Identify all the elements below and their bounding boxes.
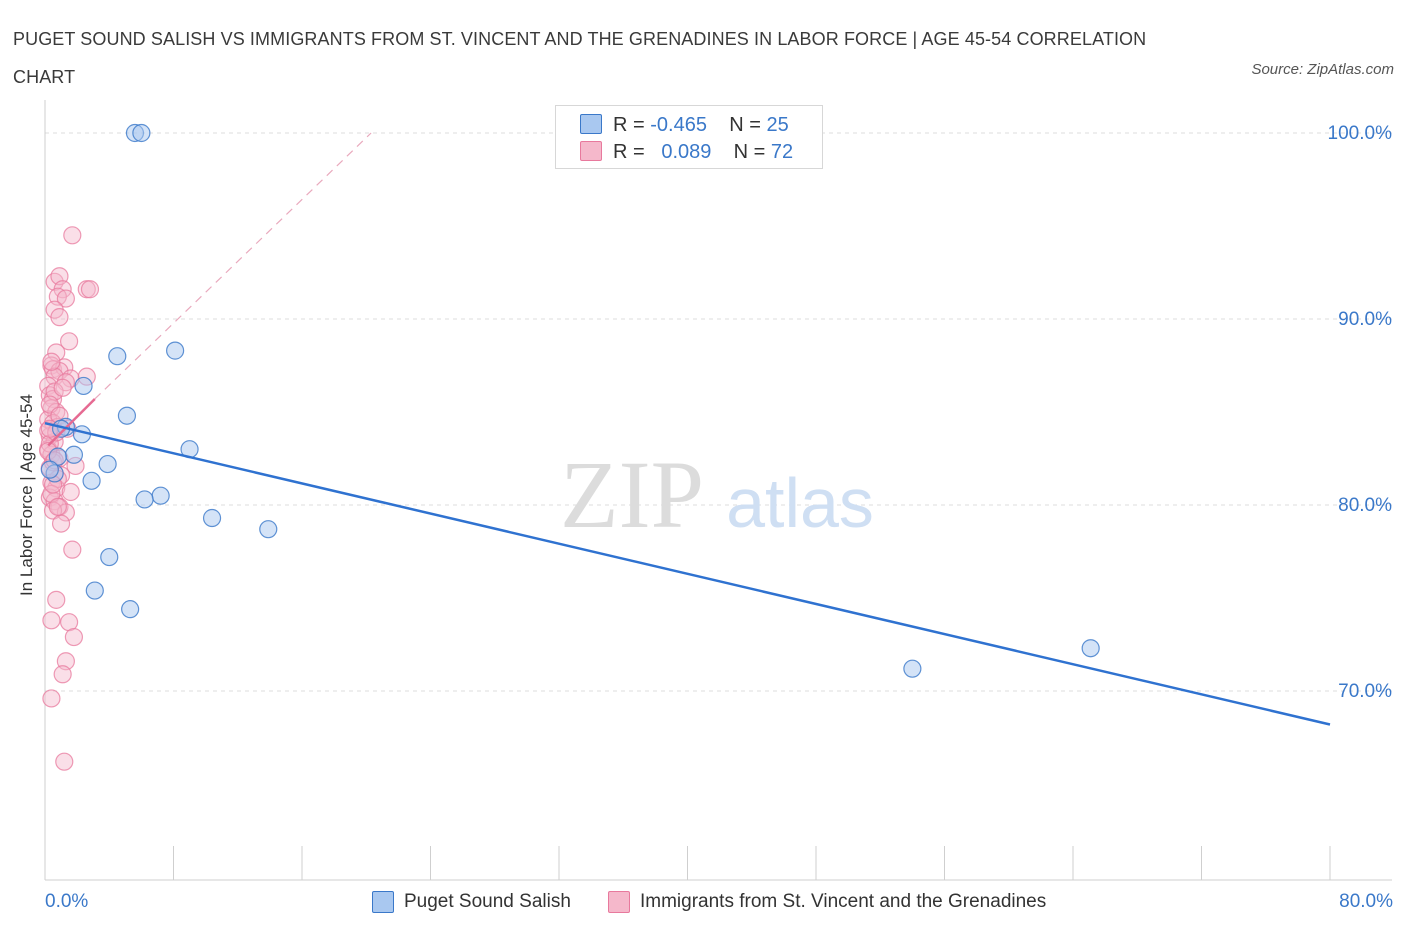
data-point-immigrants — [43, 360, 63, 379]
x-tick-label-max: 80.0% — [1339, 891, 1393, 912]
bottom-legend-swatch-pink — [608, 891, 630, 913]
data-point-immigrants — [61, 482, 80, 502]
legend-n-value: 72 — [770, 141, 794, 163]
data-point-immigrants — [63, 540, 82, 559]
bottom-legend-label: Immigrants from St. Vincent and the Gren… — [640, 891, 1047, 912]
data-point-puget — [1081, 639, 1100, 658]
data-point-puget — [100, 547, 119, 567]
legend-swatch-pink — [580, 141, 602, 161]
legend-n-value: 25 — [766, 114, 789, 136]
watermark: ZIP atlas — [560, 441, 874, 548]
legend-r-label: R = — [613, 141, 645, 163]
legend-r-value: -0.465 — [650, 114, 707, 136]
data-point-immigrants — [42, 611, 61, 630]
axes — [44, 100, 1392, 881]
data-point-immigrants — [53, 378, 72, 397]
data-point-immigrants — [80, 280, 100, 299]
chart-title: PUGET SOUND SALISH VS IMMIGRANTS FROM ST… — [13, 29, 1147, 87]
x-tick-label-min: 0.0% — [45, 891, 89, 912]
y-tick-label: 90.0% — [1338, 309, 1392, 330]
data-point-puget — [117, 406, 137, 425]
data-point-puget — [85, 581, 104, 600]
data-point-immigrants — [55, 752, 74, 771]
legend-n-label: N = — [733, 141, 766, 163]
data-point-immigrants — [51, 514, 71, 533]
data-point-puget — [82, 471, 101, 490]
trend-line-immigrants — [47, 398, 96, 447]
legend-r-value: 0.089 — [661, 141, 712, 163]
data-point-immigrants — [64, 627, 84, 647]
data-point-puget — [151, 486, 170, 505]
correlation-legend: R = -0.465 N = 25 R = 0.089 N = 72 — [555, 105, 823, 169]
watermark-zip: ZIP — [560, 441, 704, 548]
bottom-legend-label: Puget Sound Salish — [404, 891, 571, 912]
data-point-immigrants — [50, 308, 69, 327]
y-tick-label: 70.0% — [1338, 681, 1392, 702]
gridlines — [45, 132, 1392, 692]
data-point-puget — [121, 600, 140, 619]
series-puget-points — [40, 123, 1100, 678]
data-point-puget — [259, 520, 278, 539]
legend-n-label: N = — [729, 114, 761, 136]
data-point-puget — [166, 341, 185, 360]
data-point-puget — [74, 376, 93, 396]
y-tick-label: 80.0% — [1338, 495, 1392, 516]
data-point-immigrants — [47, 590, 66, 609]
bottom-legend-swatch-blue — [372, 891, 394, 913]
data-point-puget — [40, 460, 59, 479]
y-tick-labels: 100.0% 90.0% 80.0% 70.0% — [1328, 123, 1393, 702]
data-point-immigrants — [63, 226, 82, 245]
data-point-puget — [202, 508, 222, 528]
source-credit: Source: ZipAtlas.com — [1251, 61, 1394, 78]
series-immigrants-points — [39, 226, 100, 771]
data-point-puget — [903, 659, 922, 678]
trend-lines — [44, 132, 1331, 726]
legend-r-label: R = — [613, 114, 645, 136]
y-tick-label: 100.0% — [1328, 123, 1393, 144]
watermark-atlas: atlas — [726, 464, 874, 542]
data-point-immigrants — [53, 665, 72, 684]
data-point-puget — [108, 347, 127, 366]
data-point-puget — [132, 123, 151, 143]
trend-line-puget — [44, 421, 1331, 726]
data-point-immigrants — [42, 352, 61, 371]
data-point-puget — [98, 454, 117, 474]
data-point-puget — [64, 445, 84, 464]
data-point-puget — [135, 490, 154, 509]
data-point-immigrants — [59, 332, 79, 351]
trend-line-immigrants-extension — [94, 132, 372, 400]
data-point-immigrants — [42, 689, 61, 708]
legend-swatch-blue — [580, 114, 602, 134]
data-point-immigrants — [56, 289, 75, 308]
data-point-immigrants — [48, 497, 67, 516]
